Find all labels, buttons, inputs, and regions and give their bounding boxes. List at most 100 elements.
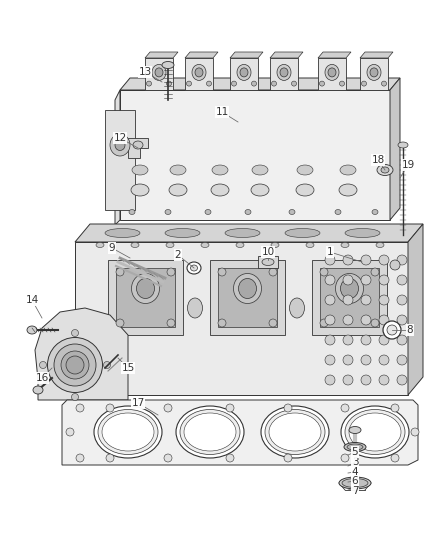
Ellipse shape — [226, 404, 234, 412]
Ellipse shape — [116, 319, 124, 327]
Ellipse shape — [383, 321, 401, 339]
Ellipse shape — [379, 315, 389, 325]
Ellipse shape — [272, 81, 276, 86]
Ellipse shape — [340, 165, 356, 175]
Ellipse shape — [277, 64, 291, 80]
Ellipse shape — [290, 298, 304, 318]
Ellipse shape — [245, 209, 251, 214]
Ellipse shape — [361, 295, 371, 305]
Ellipse shape — [187, 81, 191, 86]
Ellipse shape — [102, 413, 154, 451]
Ellipse shape — [155, 68, 163, 77]
Ellipse shape — [131, 273, 159, 303]
Polygon shape — [115, 90, 120, 225]
Ellipse shape — [379, 375, 389, 385]
Ellipse shape — [344, 442, 366, 451]
Ellipse shape — [345, 409, 405, 455]
Ellipse shape — [105, 229, 140, 238]
Ellipse shape — [284, 404, 292, 412]
Ellipse shape — [187, 262, 201, 274]
Ellipse shape — [226, 454, 234, 462]
Polygon shape — [360, 58, 388, 90]
Ellipse shape — [320, 319, 328, 327]
Ellipse shape — [167, 319, 175, 327]
Text: 13: 13 — [138, 67, 152, 77]
Ellipse shape — [169, 184, 187, 196]
Ellipse shape — [285, 229, 320, 238]
Polygon shape — [270, 58, 298, 90]
Ellipse shape — [325, 375, 335, 385]
Polygon shape — [120, 90, 390, 220]
Ellipse shape — [325, 355, 335, 365]
Ellipse shape — [66, 428, 74, 436]
Polygon shape — [218, 268, 277, 327]
Ellipse shape — [397, 375, 407, 385]
Ellipse shape — [240, 68, 248, 77]
Ellipse shape — [328, 68, 336, 77]
Ellipse shape — [343, 315, 353, 325]
Ellipse shape — [343, 375, 353, 385]
Ellipse shape — [361, 375, 371, 385]
Ellipse shape — [379, 255, 389, 265]
Ellipse shape — [349, 413, 401, 451]
Ellipse shape — [262, 259, 274, 265]
Ellipse shape — [397, 335, 407, 345]
Ellipse shape — [342, 479, 368, 488]
Ellipse shape — [391, 454, 399, 462]
Ellipse shape — [152, 64, 166, 80]
Ellipse shape — [98, 409, 158, 455]
Text: 16: 16 — [35, 373, 49, 383]
Ellipse shape — [390, 260, 400, 270]
Polygon shape — [320, 268, 379, 327]
Ellipse shape — [54, 344, 96, 386]
Ellipse shape — [397, 295, 407, 305]
Ellipse shape — [71, 393, 78, 400]
Ellipse shape — [166, 81, 172, 86]
Polygon shape — [185, 52, 218, 58]
Text: 2: 2 — [175, 250, 181, 260]
Polygon shape — [318, 58, 346, 90]
Polygon shape — [360, 52, 393, 58]
Polygon shape — [116, 268, 175, 327]
Ellipse shape — [211, 184, 229, 196]
Ellipse shape — [251, 81, 257, 86]
Ellipse shape — [361, 335, 371, 345]
Text: 15: 15 — [121, 363, 134, 373]
Ellipse shape — [397, 275, 407, 285]
Polygon shape — [408, 224, 423, 395]
Ellipse shape — [411, 428, 419, 436]
Text: 5: 5 — [352, 447, 358, 457]
Ellipse shape — [397, 255, 407, 265]
Ellipse shape — [269, 268, 277, 276]
Ellipse shape — [176, 406, 244, 458]
Ellipse shape — [361, 355, 371, 365]
Ellipse shape — [252, 165, 268, 175]
Ellipse shape — [398, 142, 408, 148]
Ellipse shape — [341, 243, 349, 247]
Ellipse shape — [116, 268, 124, 276]
Ellipse shape — [325, 335, 335, 345]
Ellipse shape — [162, 61, 174, 69]
Ellipse shape — [106, 454, 114, 462]
Ellipse shape — [131, 243, 139, 247]
Ellipse shape — [170, 165, 186, 175]
Ellipse shape — [379, 275, 389, 285]
Ellipse shape — [39, 361, 46, 368]
Text: 11: 11 — [215, 107, 229, 117]
Ellipse shape — [343, 255, 353, 265]
Ellipse shape — [239, 279, 257, 298]
Ellipse shape — [195, 68, 203, 77]
Polygon shape — [230, 58, 258, 90]
Ellipse shape — [339, 184, 357, 196]
Ellipse shape — [180, 409, 240, 455]
Ellipse shape — [251, 184, 269, 196]
Ellipse shape — [370, 68, 378, 77]
Ellipse shape — [339, 81, 345, 86]
Ellipse shape — [347, 444, 363, 450]
Ellipse shape — [115, 140, 125, 150]
Ellipse shape — [33, 386, 43, 394]
Ellipse shape — [94, 406, 162, 458]
Ellipse shape — [335, 209, 341, 214]
Text: 9: 9 — [109, 243, 115, 253]
Ellipse shape — [284, 454, 292, 462]
